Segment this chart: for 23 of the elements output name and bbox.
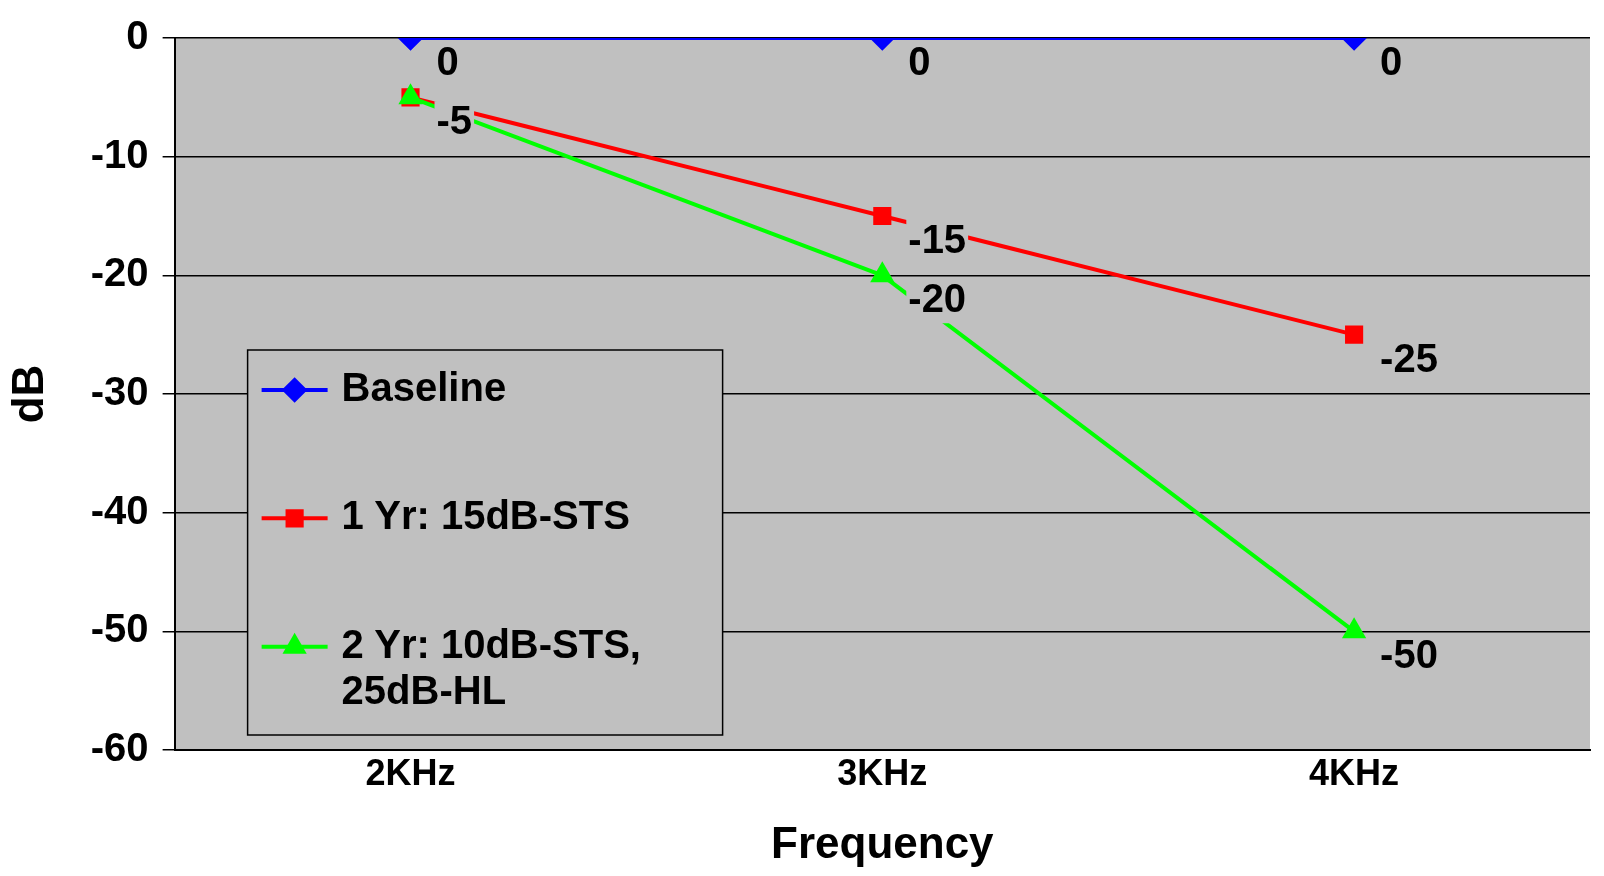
y-tick-label: -10	[90, 131, 149, 176]
y-tick-label: -60	[90, 725, 149, 770]
y-tick-label: 0	[126, 13, 149, 58]
data-label: -5	[436, 98, 473, 143]
data-label: -15	[908, 217, 967, 262]
data-label: -20	[908, 276, 967, 321]
y-tick-label: -30	[90, 369, 149, 414]
y-tick-label: -50	[90, 606, 149, 651]
data-label: -50	[1380, 632, 1438, 677]
data-label: 0	[436, 39, 459, 84]
legend-label: 1 Yr: 15dB-STS	[341, 493, 630, 538]
y-tick-label: -20	[90, 250, 149, 295]
data-label: 0	[1380, 39, 1403, 84]
x-axis-title: Frequency	[771, 817, 995, 867]
y-axis-title: dB	[2, 364, 52, 424]
y-tick-label: -40	[90, 487, 149, 532]
x-tick-label: 4KHz	[1309, 751, 1400, 793]
data-label: 0	[908, 39, 931, 84]
data-label: -25	[1380, 335, 1438, 380]
legend-label: Baseline	[341, 365, 507, 410]
legend-label: 2 Yr: 10dB-STS, 25dB-HL	[341, 621, 641, 712]
x-tick-label: 2KHz	[365, 751, 456, 793]
x-tick-label: 3KHz	[837, 751, 928, 793]
